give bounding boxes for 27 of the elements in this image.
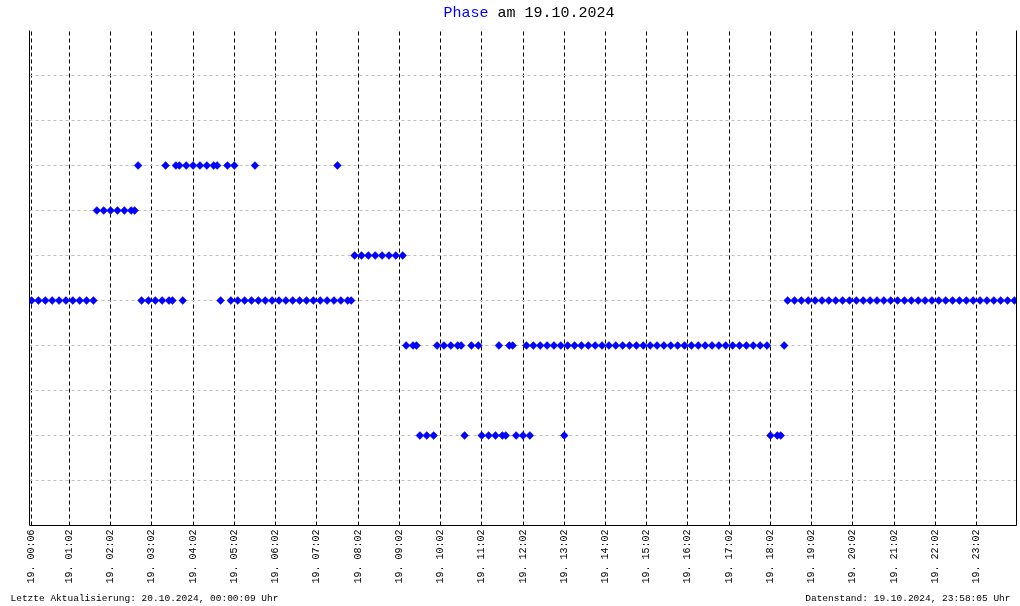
x-tick-label: 19. 07:02 [311, 529, 323, 584]
x-tick-label: 19. 11:02 [476, 529, 488, 584]
x-tick-label: 19. 15:02 [641, 529, 653, 584]
x-tick-label: 19. 08:02 [352, 529, 364, 584]
x-tick-label: 19. 21:02 [888, 529, 900, 584]
text: Datenstand: 19.10.2024, 23:58:05 Uhr [805, 593, 1011, 604]
x-tick-label: 19. 00:06 [26, 529, 38, 584]
x-tick-label: 19. 20:02 [847, 529, 859, 584]
x-tick-label: 19. 05:02 [228, 529, 240, 584]
x-tick-label: 19. 17:02 [723, 529, 735, 584]
x-tick-label: 19. 22:02 [929, 529, 941, 584]
x-tick-label: 19. 19:02 [806, 529, 818, 584]
x-tick-label: 19. 12:02 [517, 529, 529, 584]
x-tick-label: 19. 16:02 [682, 529, 694, 584]
x-tick-label: 19. 03:02 [146, 529, 158, 584]
x-tick-label: 19. 18:02 [764, 529, 776, 584]
x-tick-label: 19. 13:02 [558, 529, 570, 584]
x-tick-label: 19. 09:02 [393, 529, 405, 584]
x-tick-label: 19. 04:02 [187, 529, 199, 584]
x-tick-label: 19. 06:02 [270, 529, 282, 584]
x-tick-label: 19. 14:02 [599, 529, 611, 584]
chart-title: Phase am 19.10.2024 [443, 5, 615, 22]
text: Letzte Aktualisierung: 20.10.2024, 00:00:09 Uhr [10, 593, 279, 604]
x-tick-label: 19. 10:02 [435, 529, 447, 584]
x-tick-label: 19. 01:02 [63, 529, 75, 584]
x-tick-label: 19. 23:02 [971, 529, 983, 584]
x-tick-label: 19. 02:02 [105, 529, 117, 584]
